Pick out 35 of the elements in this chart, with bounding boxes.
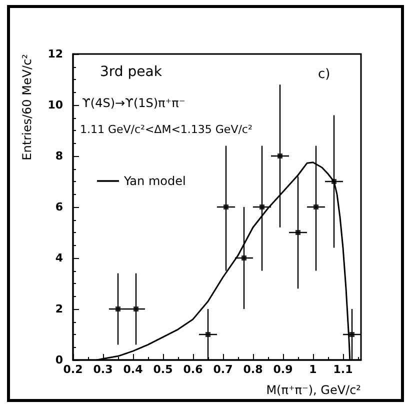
x-tick-label: 0.6 [183, 363, 204, 376]
legend-label: Yan model [123, 174, 186, 188]
y-tick-label: 10 [48, 98, 64, 112]
y-tick-label: 2 [55, 302, 63, 316]
point [296, 230, 300, 235]
annotation: 1.11 GeV/c²<ΔM<1.135 GeV/c² [80, 123, 252, 136]
point [350, 332, 354, 337]
point [242, 256, 246, 260]
x-tick-label: 0.8 [243, 363, 263, 376]
x-tick-label: 0.5 [153, 363, 173, 376]
y-tick-label: 12 [48, 48, 63, 60]
y-axis-title: Entries/60 MeV/c² [20, 54, 34, 160]
x-tick-label: 0.3 [93, 363, 113, 376]
x-axis-title: M(π⁺π⁻), GeV/c² [266, 383, 362, 397]
annotation: ϒ(4S)→ϒ(1S)π⁺π⁻ [82, 96, 186, 110]
point [260, 204, 264, 210]
x-tick-label: 0.4 [123, 363, 144, 376]
x-tick-label: 0.9 [273, 363, 293, 376]
y-tick-label: 0 [55, 354, 64, 366]
point [314, 204, 318, 210]
point [224, 204, 228, 210]
point [332, 179, 336, 184]
y-tick-label: 8 [55, 150, 63, 162]
annotation: c) [318, 67, 330, 82]
point [206, 332, 210, 337]
point [278, 154, 282, 158]
y-tick-label: 6 [55, 200, 64, 214]
x-tick-label: 0.2 [63, 363, 83, 376]
point [116, 306, 120, 312]
x-tick-label: 1 [309, 363, 317, 376]
x-tick-label: 0.7 [213, 363, 233, 376]
y-tick-label: 4 [55, 252, 64, 264]
point [134, 306, 138, 312]
annotation: 3rd peak [100, 64, 163, 80]
x-tick-label: 1.1 [333, 363, 353, 376]
